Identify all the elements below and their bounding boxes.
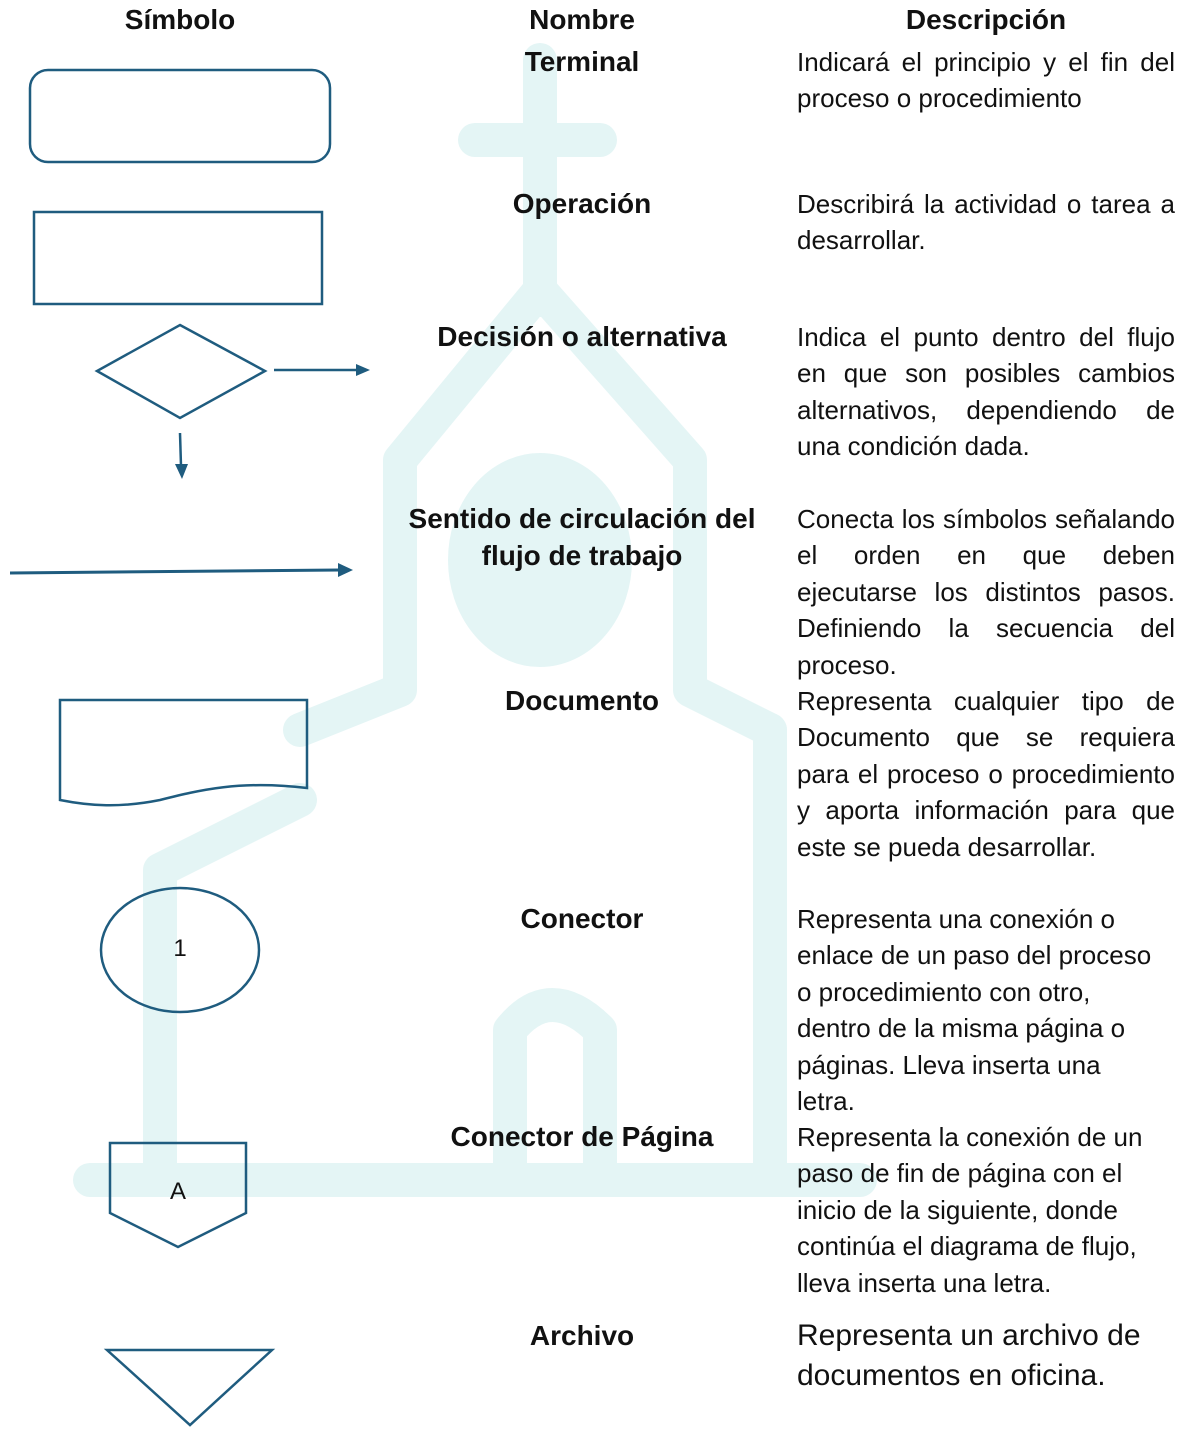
flow-arrow — [9, 568, 341, 575]
symbol-name: Conector — [520, 903, 644, 934]
page-connector-symbol — [108, 1141, 248, 1249]
symbol-description: Indicará el principio y el fin del proce… — [797, 47, 1175, 114]
symbol-description: Conecta los símbolos señalando el orden … — [797, 504, 1175, 680]
symbol-name: Terminal — [524, 46, 640, 77]
arrow-head — [338, 563, 353, 577]
symbol-name: Conector de Página — [450, 1121, 714, 1152]
symbol-name: Documento — [505, 685, 659, 716]
symbol-name: Sentido de circulación del flujo de trab… — [408, 503, 756, 571]
symbol-description: Describirá la actividad o tarea a desarr… — [797, 189, 1175, 256]
header-name: Nombre — [529, 4, 635, 35]
operation-symbol — [32, 210, 324, 306]
symbol-description: Representa una conexión o enlace de un p… — [797, 904, 1152, 1117]
symbol-label: A — [169, 1178, 186, 1205]
symbol-name: Operación — [512, 188, 652, 219]
arrow-head — [356, 364, 370, 376]
connector-symbol — [99, 886, 261, 1014]
decision-symbol — [94, 323, 268, 420]
header-description: Descripción — [905, 4, 1067, 35]
terminal-symbol — [28, 68, 332, 164]
document-symbol — [58, 698, 309, 807]
watermark — [73, 43, 877, 1197]
symbol-description: Representa cualquier tipo de Documento q… — [797, 686, 1175, 862]
symbol-description: Representa un archivo de documentos en o… — [797, 1319, 1141, 1392]
arrow — [178, 432, 183, 467]
symbol-description: Indica el punto dentro del flujo en que … — [797, 322, 1175, 462]
archive-symbol — [103, 1348, 276, 1427]
header-symbol: Símbolo — [124, 4, 236, 35]
arrow-head — [175, 464, 188, 479]
symbol-name: Decisión o alternativa — [437, 321, 727, 352]
symbol-description: Representa la conexión de un paso de fin… — [797, 1122, 1143, 1298]
symbol-label: 1 — [173, 935, 187, 962]
symbol-name: Archivo — [529, 1320, 635, 1351]
